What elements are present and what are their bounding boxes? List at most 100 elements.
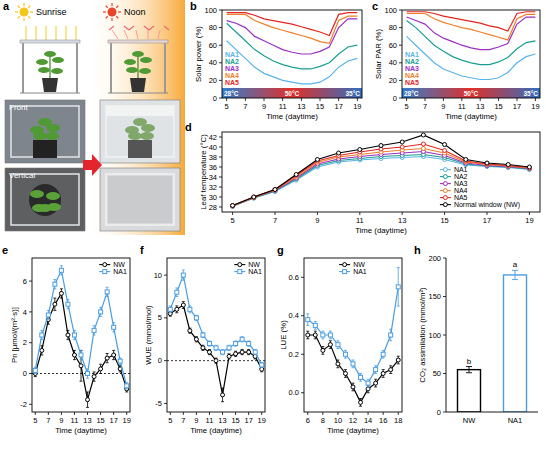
y-tick [219,177,222,178]
x-tick-label: 15 [316,102,324,111]
light-ray [55,26,56,40]
y-tick [443,296,446,297]
legend-marker [343,263,347,267]
y-tick [399,45,402,46]
y-tick [443,258,446,259]
y-tick [399,10,402,11]
light-ray [35,26,36,40]
temperature-label: 35°C [523,90,538,97]
y-tick [219,98,222,99]
series-line [407,36,536,79]
y-tick-label: 0 [23,369,27,378]
y-tick [443,373,446,374]
error-bar [321,331,324,339]
sun-ray [28,6,30,8]
legend-label: NA1 [225,51,239,58]
legend-label: NA5 [225,79,239,86]
photo [100,168,180,231]
leaf [38,67,50,73]
series-line [227,41,358,84]
bar [504,275,527,412]
y-tick [219,80,222,81]
marker [421,147,425,151]
y-tick [219,157,222,158]
x-axis-title: Time (daytime) [190,426,242,435]
plot-area [33,266,128,408]
y-tick-label: 10 [154,271,162,280]
marker [273,188,277,192]
error-bar [389,329,392,341]
legend: NWNA1 [234,261,262,275]
y-tick-label: 40 [389,58,397,67]
marker [359,375,363,379]
error-bar [60,266,63,275]
y-tick [164,275,167,276]
y-axis-title: Pn [μmol/(m²·s)] [10,307,19,363]
y-tick [301,354,304,355]
error-bar [247,350,250,355]
legend: NA1NA2NA3NA4NA5Normal window (NW) [440,166,520,209]
y-tick-label: 2 [23,338,27,347]
temperature-label: 28°C [224,90,239,97]
marker [72,353,76,357]
frame-leg [76,43,78,93]
sun-ray [18,6,20,8]
x-axis [446,412,538,413]
y-tick-label: 5 [158,313,162,322]
legend-label: NA3 [225,65,239,72]
y-tick [219,27,222,28]
y-tick [443,412,446,413]
leaf [33,132,47,140]
frame-leg [164,43,166,93]
marker [227,354,231,358]
series-line [233,135,530,206]
marker [389,368,393,372]
sun-ray [106,6,108,8]
panel-letter: b [190,0,197,12]
marker [381,372,385,376]
marker [194,337,198,341]
marker [485,162,489,166]
x-tick-label: 9 [262,102,266,111]
marker [112,353,116,357]
photo [5,168,85,231]
plot-frame [304,258,402,412]
marker [527,166,531,170]
error-bar [175,288,178,297]
x-tick-label: 11 [356,216,364,225]
reflected-ray [112,30,118,39]
error-bar [314,331,317,339]
x-tick-label: 10 [334,416,342,425]
panel-g: 681012141618Time (daytime)0.00.20.40.6LU… [277,244,402,435]
marker [201,346,205,350]
sun-ray [18,16,20,18]
legend-label: NW [248,261,260,268]
marker [400,140,404,144]
marker [247,342,251,346]
legend-label: NA5 [405,79,419,86]
leaf [44,51,56,57]
legend: NA1NA2NA3NA4NA5 [405,51,419,86]
marker [125,384,129,388]
marker [214,346,218,350]
error-bar [329,331,332,339]
marker [105,356,109,360]
marker [40,333,44,337]
y-tick-label: -2 [20,400,27,409]
marker [175,290,179,294]
panel-d: 5791113151719Time (daytime)2830323436384… [185,121,540,235]
error-bar [40,330,43,339]
panel-b: 28°C50°C35°C5791113151719Time (daytime)0… [190,0,362,121]
legend-label: NA2 [225,58,239,65]
marker [86,372,90,376]
x-tick-label: 13 [476,102,484,111]
marker [374,368,378,372]
sun-ray [30,11,33,12]
leaf [52,57,64,63]
error-bar [215,345,218,350]
error-bar [175,306,178,313]
series-line [170,275,261,365]
marker [400,145,404,149]
y-tick-label: 200 [428,254,441,263]
legend-marker [103,270,107,274]
